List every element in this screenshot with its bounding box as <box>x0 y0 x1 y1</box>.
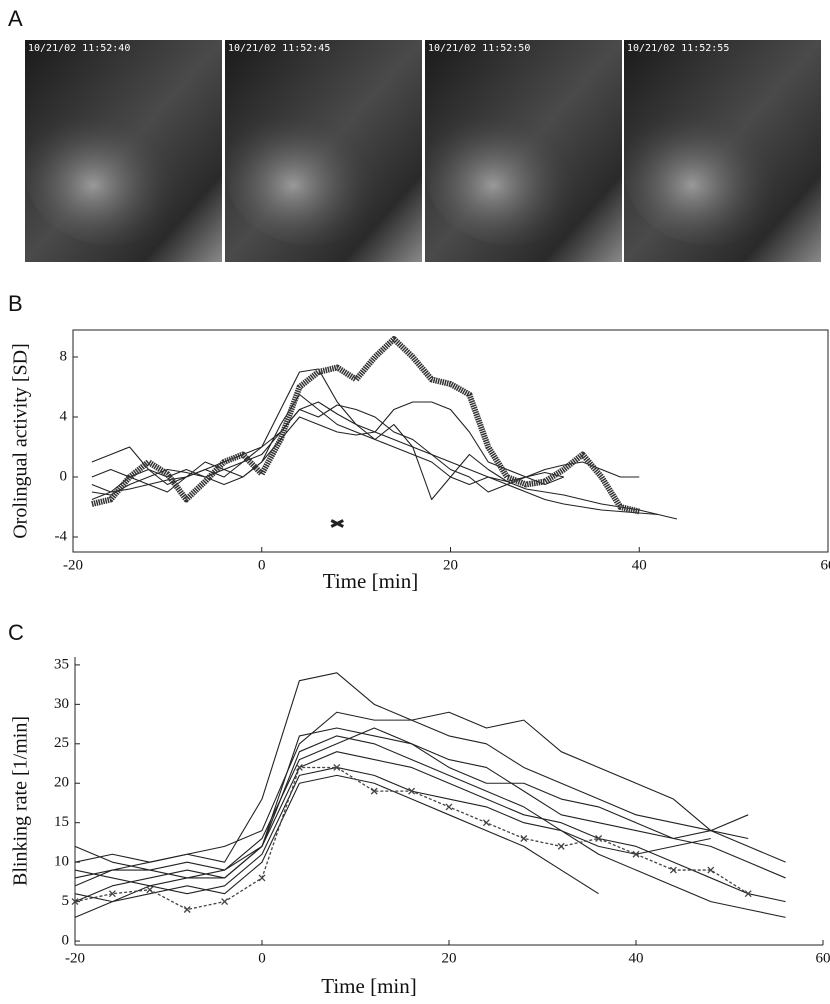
x-tick-label: 0 <box>258 950 266 966</box>
data-line <box>91 404 640 496</box>
data-point <box>258 874 266 882</box>
photo-subject <box>225 95 395 245</box>
data-point <box>221 898 229 906</box>
y-axis-title: Blinking rate [1/min] <box>10 716 32 886</box>
data-line <box>74 727 786 887</box>
data-line <box>74 774 599 918</box>
data-line <box>91 401 659 516</box>
y-tick-label: 10 <box>54 854 69 870</box>
photo-subject <box>425 95 595 245</box>
panel-label: C <box>8 620 24 645</box>
data-point <box>445 803 453 811</box>
data-point <box>333 764 341 771</box>
data-point <box>295 764 303 771</box>
data-line <box>74 766 786 918</box>
data-line <box>74 735 711 879</box>
y-tick-label: 30 <box>54 696 69 712</box>
y-axis-title: Orolingual activity [SD] <box>10 343 32 539</box>
x-tick-label: 60 <box>821 557 830 573</box>
data-line <box>74 727 786 871</box>
data-point <box>146 886 154 894</box>
data-point <box>632 850 640 858</box>
x-tick-label: -20 <box>63 557 83 573</box>
data-line <box>91 401 564 486</box>
data-point <box>370 787 378 795</box>
timestamp: 10/21/02 11:52:50 <box>428 43 530 54</box>
data-line <box>91 336 640 515</box>
data-point <box>520 835 528 842</box>
data-point <box>557 842 565 850</box>
x-tick-label: -20 <box>65 950 85 966</box>
x-tick-label: 20 <box>443 557 458 573</box>
x-axis-title: Time [min] <box>321 974 416 998</box>
panel-label: A <box>8 6 23 31</box>
data-point <box>108 890 116 898</box>
data-point <box>408 787 416 795</box>
y-tick-label: 35 <box>54 656 69 672</box>
data-point <box>707 866 715 874</box>
data-line <box>74 711 749 863</box>
x-tick-label: 60 <box>816 950 830 966</box>
x-tick-label: 20 <box>442 950 457 966</box>
timestamp: 10/21/02 11:52:55 <box>627 43 729 54</box>
x-tick-label: 40 <box>632 557 647 573</box>
photo-subject <box>624 95 794 245</box>
y-tick-label: 20 <box>54 775 69 791</box>
chart: B -20 0 20 40 60 -4 0 4 8 Time [min] Orolingual act… <box>8 291 830 593</box>
chart: C -20 0 20 40 60 0 5 10 15 20 25 30 35 Time [min] Blink… <box>8 620 830 998</box>
y-tick-label: 5 <box>62 893 70 909</box>
data-point <box>595 835 603 842</box>
y-tick-label: 0 <box>60 468 68 484</box>
y-tick-label: 4 <box>60 408 68 424</box>
data-point <box>71 898 79 906</box>
y-tick-label: 25 <box>54 735 69 751</box>
data-line <box>74 672 749 887</box>
data-point <box>669 866 677 874</box>
y-tick-label: 15 <box>54 814 69 830</box>
event-marker <box>330 519 344 528</box>
timestamp: 10/21/02 11:52:45 <box>228 43 330 54</box>
photo-subject <box>25 95 195 245</box>
panel-label: B <box>8 291 23 316</box>
data-point <box>183 906 191 913</box>
data-line <box>74 751 786 903</box>
x-axis-title: Time [min] <box>323 569 418 593</box>
data-point <box>744 890 752 898</box>
y-tick-label: 0 <box>62 932 70 948</box>
x-tick-label: 40 <box>629 950 644 966</box>
y-tick-label: -4 <box>55 528 68 544</box>
y-tick-label: 8 <box>60 348 68 364</box>
photo-strip: 10/21/02 11:52:40 10/21/02 11:52:45 10/21/… <box>25 40 821 262</box>
x-tick-label: 0 <box>258 557 266 573</box>
data-point <box>482 819 490 827</box>
timestamp: 10/21/02 11:52:40 <box>28 43 130 54</box>
data-line <box>91 393 678 520</box>
plot-frame <box>72 329 829 553</box>
data-line <box>91 368 564 486</box>
